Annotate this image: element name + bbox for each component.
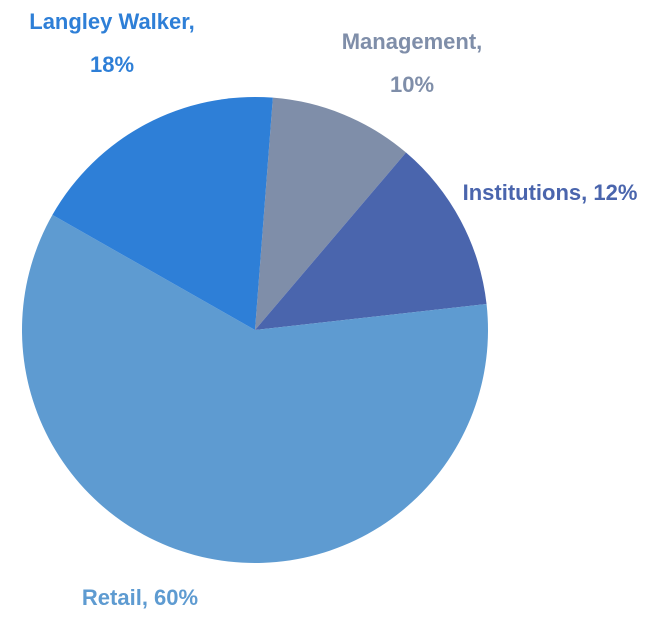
pie-slice <box>255 97 407 330</box>
data-label: Langley Walker, 18% <box>29 9 195 77</box>
pie-slice <box>52 97 273 330</box>
pie-slice <box>22 214 488 563</box>
data-label: Institutions, 12% <box>462 180 638 205</box>
data-label: Retail, 60% <box>81 585 199 610</box>
pie-slice <box>255 152 487 330</box>
data-label: Management, 10% <box>341 29 483 97</box>
